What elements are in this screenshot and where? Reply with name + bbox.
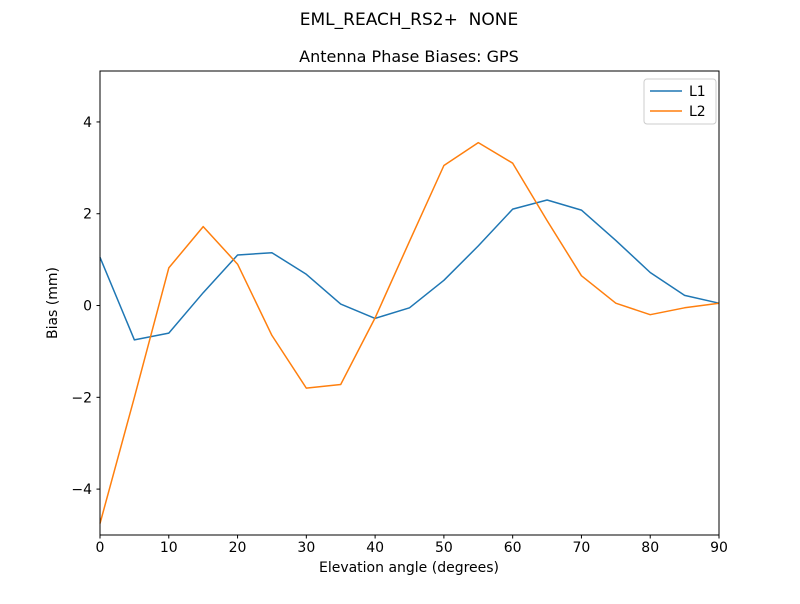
- x-tick-label: 80: [641, 540, 659, 556]
- x-tick-label: 60: [504, 540, 522, 556]
- legend-label-l2: L2: [689, 104, 706, 120]
- axes-frame: [99, 70, 720, 536]
- x-tick-label: 0: [96, 540, 105, 556]
- l2-line: [99, 141, 720, 524]
- y-tick-label: 2: [83, 207, 92, 223]
- ticks-layer: 0 10 20 30 40 50 60 70 80 90 −4 −2 0 2 4: [71, 115, 728, 556]
- x-tick-label: 40: [366, 540, 384, 556]
- l1-line: [99, 199, 720, 341]
- x-tick-label: 90: [710, 540, 728, 556]
- x-tick-label: 50: [435, 540, 453, 556]
- figure-title: EML_REACH_RS2+ NONE: [300, 10, 518, 30]
- y-axis-label: Bias (mm): [45, 267, 61, 339]
- x-tick-label: 70: [573, 540, 591, 556]
- series-layer: [99, 141, 720, 524]
- y-tick-label: 0: [83, 299, 92, 315]
- y-tick-label: −2: [71, 390, 92, 406]
- legend: L1 L2: [643, 78, 717, 125]
- x-axis-label: Elevation angle (degrees): [319, 560, 499, 576]
- x-tick-label: 10: [160, 540, 178, 556]
- axes-title: Antenna Phase Biases: GPS: [299, 47, 519, 66]
- legend-label-l1: L1: [689, 84, 706, 100]
- x-tick-label: 30: [297, 540, 315, 556]
- x-tick-label: 20: [229, 540, 247, 556]
- y-tick-label: 4: [83, 115, 92, 131]
- y-tick-label: −4: [71, 482, 92, 498]
